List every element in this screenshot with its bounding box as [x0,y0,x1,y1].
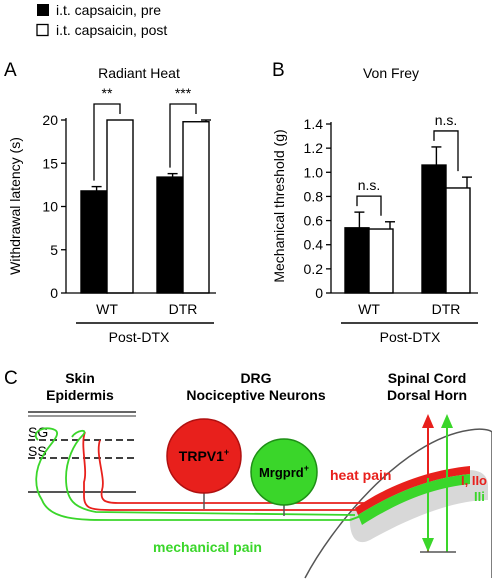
x-tick-label: DTR [432,301,461,317]
bar-post [182,121,210,294]
y-tick-label: 0 [315,285,323,301]
skin-title-1: Skin [65,370,95,386]
heat-pain-label: heat pain [330,467,391,483]
y-tick-label: 1.2 [304,140,324,156]
bar-pre [421,164,447,294]
skin-title-2: Epidermis [46,387,114,403]
lamina-2-label: IIi [474,489,485,504]
panel-c-label: C [4,368,18,389]
bar-pre [156,176,184,294]
lamina-ilo-band [355,466,470,515]
x-tick-label: DTR [169,301,198,317]
y-tick-label: 0 [50,285,58,301]
y-tick-label: 0.2 [304,261,324,277]
legend: i.t. capsaicin, pre i.t. capsaicin, post [36,2,167,38]
trpv1-terminal [359,497,386,511]
trpv1-fiber-skin-1 [82,431,360,511]
y-tick-label: 0.8 [304,188,324,204]
mrgprd-fiber-skin-1 [34,427,350,521]
significance-bracket [433,130,459,172]
legend-pre-label: i.t. capsaicin, pre [56,2,161,18]
panel-a-ylabel: Withdrawal latency (s) [7,137,23,275]
mrgprd-neuron-body [250,438,318,506]
drg-title-1: DRG [240,370,271,386]
bar-pre [80,190,108,294]
significance-label: n.s. [358,177,381,193]
y-tick-label: 1.4 [304,116,324,132]
legend-pre-swatch [37,4,49,16]
lamina-1-label: I, IIo [461,473,487,488]
panel-b-title: Von Frey [363,65,419,81]
panel-b-label: B [272,60,285,81]
bar-post [106,119,134,294]
y-tick-label: 15 [42,155,58,171]
y-tick-label: 0.6 [304,213,324,229]
significance-bracket [169,103,197,168]
y-tick-label: 10 [42,199,58,215]
layer-ss-label: SS [28,443,47,459]
significance-label: *** [175,85,192,101]
heat-arrowhead-icon [422,414,434,428]
mrgprd-fiber-skin-2 [65,429,356,516]
panel-a: A Radiant Heat Withdrawal latency (s) 0 5… [4,60,216,345]
y-tick-label: 20 [42,112,58,128]
drg-title-2: Nociceptive Neurons [186,387,325,403]
x-tick-label: WT [358,301,380,317]
significance-bracket [93,103,121,181]
trpv1-neuron-label: TRPV1+ [179,447,229,464]
mech-arrowhead-icon [441,414,453,428]
cord-title-1: Spinal Cord [388,370,467,386]
mech-down-arrowhead-icon [422,538,434,552]
significance-label: ** [102,85,113,101]
spinal-cord-outline [304,428,492,579]
bar-post [445,187,471,294]
bar-pre [344,227,370,294]
trpv1-neuron-body [166,418,242,494]
panel-b: B Von Frey Mechanical threshold (g) 0 0.2… [271,60,478,345]
panel-a-xlabel: Post-DTX [109,329,170,345]
panel-b-ylabel: Mechanical threshold (g) [271,129,287,282]
y-tick-label: 1.0 [304,164,324,180]
mrgprd-neuron-label: Mrgprd+ [259,463,309,480]
panel-a-title: Radiant Heat [98,65,180,81]
legend-post-swatch [36,23,49,37]
trpv1-fiber-skin-2 [97,439,365,504]
bar-post [368,228,394,294]
legend-post-label: i.t. capsaicin, post [56,22,167,38]
lamina-iii-band [358,474,470,525]
mrgprd-terminal [349,504,389,521]
cord-title-2: Dorsal Horn [387,387,467,403]
panel-a-label: A [4,60,17,81]
dorsal-horn-grey-matter [349,470,488,543]
panel-b-xlabel: Post-DTX [380,329,441,345]
y-tick-label: 5 [50,242,58,258]
y-tick-label: 0.4 [304,237,324,253]
x-tick-label: WT [96,301,118,317]
mechanical-pain-label: mechanical pain [153,539,262,555]
panel-c: C Skin Epidermis DRG Nociceptive Neurons… [4,368,492,579]
significance-label: n.s. [435,112,458,128]
significance-bracket [356,195,382,216]
